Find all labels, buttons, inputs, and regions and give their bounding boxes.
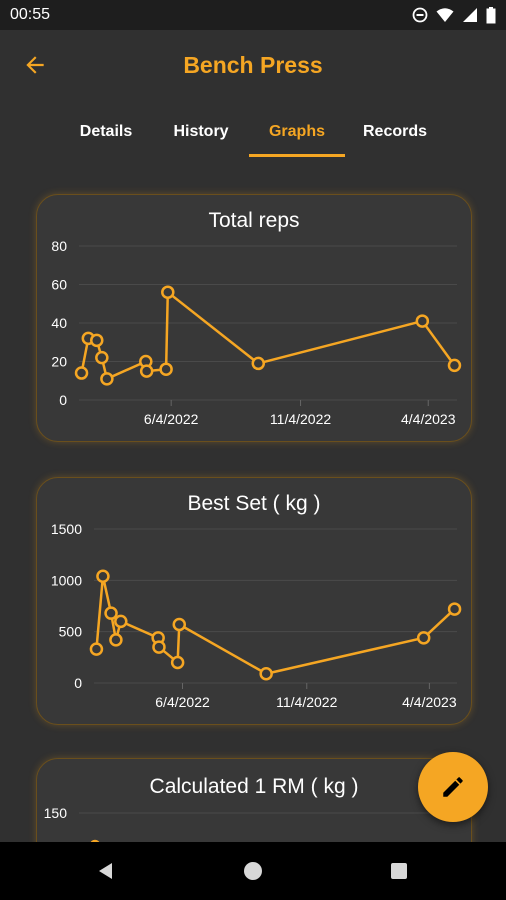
status-time: 00:55 [10,6,51,23]
data-point [90,333,104,348]
tab-records[interactable]: Records [362,123,428,140]
data-point [172,617,187,632]
data-point [447,602,462,616]
data-point [139,364,154,378]
status-bar: 00:55 [0,0,506,30]
y-tick-label: 150 [44,805,68,821]
y-tick-label: 500 [59,624,83,640]
y-tick-label: 60 [51,277,67,293]
data-point [251,356,266,371]
data-point [96,569,110,583]
series-line [80,290,456,381]
circle-home-icon [244,862,262,880]
app-bar: Bench Press [0,30,506,100]
square-recents-icon [391,863,407,879]
x-tick-label: 11/4/2022 [276,694,337,710]
tab-indicator [249,154,345,157]
edit-fab-button[interactable] [418,752,488,822]
page-title: Bench Press [183,51,323,78]
data-point [95,350,109,365]
data-point [416,631,431,645]
data-point [104,606,118,620]
x-tick-label: 4/4/2023 [401,411,456,427]
y-tick-label: 40 [51,315,67,331]
data-point [74,366,89,380]
tab-history[interactable]: History [173,123,229,140]
y-tick-label: 0 [59,392,67,408]
data-point [152,640,166,654]
total-reps-chart: 0 20 40 60 80 6/4/2022 11/4/2022 4/4/2023 [51,238,462,427]
data-point [159,362,173,376]
tab-details[interactable]: Details [79,123,133,140]
back-button[interactable] [20,50,50,80]
chart-card-best-set: Best Set ( kg ) 0 500 1000 1500 6/4/2022 11/4… [36,477,472,725]
data-point [259,667,273,681]
y-tick-label: 80 [51,238,67,254]
x-tick-label: 6/4/2022 [144,411,199,427]
y-tick-label: 1500 [51,521,82,537]
nav-recents-button[interactable] [384,856,414,886]
data-point [89,642,104,656]
chart-title: Best Set ( kg ) [187,492,321,515]
tab-bar: Details History Graphs Records [0,106,506,158]
arrow-left-icon [26,56,44,74]
data-point [170,655,185,670]
best-set-chart: 0 500 1000 1500 6/4/2022 11/4/2022 4/4/2023 [51,521,462,710]
x-tick-label: 11/4/2022 [270,411,331,427]
battery-icon [486,6,496,23]
chart-title: Calculated 1 RM ( kg ) [149,775,359,798]
y-tick-label: 0 [74,675,82,691]
tab-graphs[interactable]: Graphs [268,123,325,140]
data-point [100,372,114,386]
data-point [415,314,430,328]
data-point [447,358,462,373]
y-tick-label: 1000 [51,572,82,588]
chart-title: Total reps [208,209,300,232]
pencil-icon [443,777,463,797]
data-point [161,285,175,299]
chart-card-total-reps: Total reps 0 20 40 60 80 6/4/2022 11/4/2022 4/4… [36,194,472,442]
y-tick-label: 20 [51,354,67,370]
status-icons [412,6,496,24]
wifi-icon [436,8,454,22]
x-tick-label: 4/4/2023 [402,694,457,710]
nav-back-button[interactable] [91,856,121,886]
series-line [95,574,456,676]
system-nav-bar [0,842,506,900]
signal-icon [463,8,477,22]
triangle-back-icon [99,863,112,879]
x-tick-label: 6/4/2022 [155,694,210,710]
do-not-disturb-icon [412,7,428,23]
data-point [114,614,128,629]
data-point [109,633,123,647]
nav-home-button[interactable] [238,856,268,886]
